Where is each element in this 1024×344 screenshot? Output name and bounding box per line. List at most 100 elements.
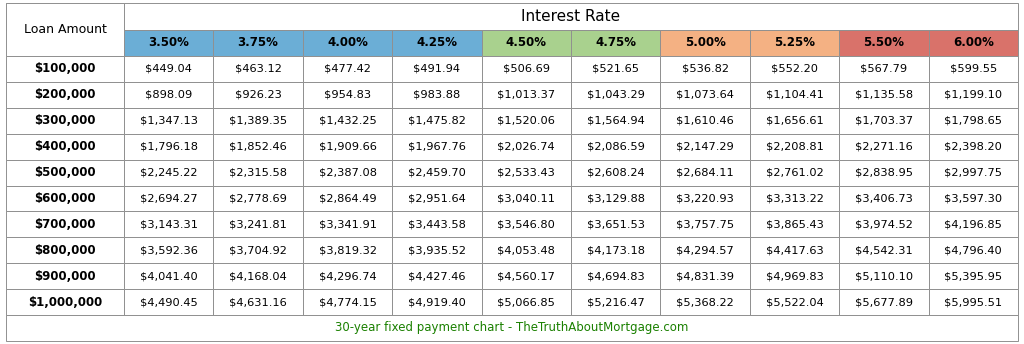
Text: $2,387.08: $2,387.08 xyxy=(318,168,377,178)
Text: $1,852.46: $1,852.46 xyxy=(229,142,287,152)
Text: $2,147.29: $2,147.29 xyxy=(676,142,734,152)
Text: 30-year fixed payment chart - TheTruthAboutMortgage.com: 30-year fixed payment chart - TheTruthAb… xyxy=(335,322,689,334)
Bar xyxy=(124,30,213,56)
Text: $2,271.16: $2,271.16 xyxy=(855,142,912,152)
Bar xyxy=(303,185,392,212)
Bar xyxy=(840,56,929,82)
Text: Loan Amount: Loan Amount xyxy=(24,23,106,36)
Text: 4.25%: 4.25% xyxy=(417,36,458,50)
Bar xyxy=(6,289,124,315)
Bar xyxy=(124,3,1018,30)
Text: $3,592.36: $3,592.36 xyxy=(139,245,198,255)
Text: $477.42: $477.42 xyxy=(324,64,371,74)
Bar xyxy=(481,160,571,185)
Bar xyxy=(392,30,481,56)
Bar xyxy=(303,108,392,134)
Bar xyxy=(571,30,660,56)
Text: $3,241.81: $3,241.81 xyxy=(229,219,287,229)
Text: $4,168.04: $4,168.04 xyxy=(229,271,287,281)
Bar xyxy=(660,56,750,82)
Bar xyxy=(213,212,303,237)
Text: $900,000: $900,000 xyxy=(34,270,96,283)
Bar xyxy=(213,82,303,108)
Bar xyxy=(213,56,303,82)
Bar xyxy=(571,289,660,315)
Bar xyxy=(840,289,929,315)
Bar xyxy=(6,185,124,212)
Text: $449.04: $449.04 xyxy=(145,64,193,74)
Text: $3,341.91: $3,341.91 xyxy=(318,219,377,229)
Text: $100,000: $100,000 xyxy=(34,63,96,75)
Bar xyxy=(6,237,124,263)
Bar xyxy=(303,30,392,56)
Bar xyxy=(929,212,1018,237)
Text: $1,043.29: $1,043.29 xyxy=(587,90,645,100)
Text: $983.88: $983.88 xyxy=(414,90,461,100)
Bar xyxy=(392,56,481,82)
Text: $1,798.65: $1,798.65 xyxy=(944,116,1002,126)
Bar xyxy=(840,30,929,56)
Bar xyxy=(213,30,303,56)
Bar xyxy=(303,56,392,82)
Text: $1,000,000: $1,000,000 xyxy=(28,295,102,309)
Text: $2,761.02: $2,761.02 xyxy=(766,168,823,178)
Text: $1,656.61: $1,656.61 xyxy=(766,116,823,126)
Text: $4,196.85: $4,196.85 xyxy=(944,219,1002,229)
Bar xyxy=(660,160,750,185)
Bar xyxy=(392,108,481,134)
Text: $2,694.27: $2,694.27 xyxy=(140,193,198,203)
Bar xyxy=(481,82,571,108)
Bar xyxy=(481,108,571,134)
Bar xyxy=(660,185,750,212)
Text: $926.23: $926.23 xyxy=(234,90,282,100)
Bar xyxy=(660,237,750,263)
Bar xyxy=(750,160,840,185)
Bar xyxy=(392,263,481,289)
Text: 6.00%: 6.00% xyxy=(953,36,993,50)
Bar xyxy=(303,263,392,289)
Bar xyxy=(929,263,1018,289)
Text: 5.50%: 5.50% xyxy=(863,36,904,50)
Bar xyxy=(303,160,392,185)
Text: $4,294.57: $4,294.57 xyxy=(676,245,734,255)
Text: $500,000: $500,000 xyxy=(34,166,96,179)
Bar xyxy=(124,134,213,160)
Bar xyxy=(660,212,750,237)
Text: $599.55: $599.55 xyxy=(949,64,997,74)
Bar xyxy=(213,263,303,289)
Bar xyxy=(124,289,213,315)
Text: $491.94: $491.94 xyxy=(414,64,461,74)
Bar xyxy=(571,160,660,185)
Text: $3,143.31: $3,143.31 xyxy=(139,219,198,229)
Text: $1,347.13: $1,347.13 xyxy=(139,116,198,126)
Text: $2,459.70: $2,459.70 xyxy=(408,168,466,178)
Text: $2,315.58: $2,315.58 xyxy=(229,168,287,178)
Text: $2,684.11: $2,684.11 xyxy=(676,168,734,178)
Bar xyxy=(213,237,303,263)
Text: $2,026.74: $2,026.74 xyxy=(498,142,555,152)
Bar xyxy=(392,289,481,315)
Bar xyxy=(571,263,660,289)
Text: $4,796.40: $4,796.40 xyxy=(944,245,1002,255)
Bar xyxy=(571,108,660,134)
Bar xyxy=(6,3,124,30)
Bar xyxy=(750,108,840,134)
Bar xyxy=(750,30,840,56)
Text: $2,778.69: $2,778.69 xyxy=(229,193,287,203)
Text: $1,432.25: $1,432.25 xyxy=(318,116,377,126)
Bar xyxy=(303,212,392,237)
Text: $5,066.85: $5,066.85 xyxy=(498,297,555,307)
Text: $4,631.16: $4,631.16 xyxy=(229,297,287,307)
Text: $4,919.40: $4,919.40 xyxy=(408,297,466,307)
Text: Interest Rate: Interest Rate xyxy=(521,9,621,24)
Text: $2,864.49: $2,864.49 xyxy=(318,193,376,203)
Bar xyxy=(481,237,571,263)
Text: $4,694.83: $4,694.83 xyxy=(587,271,644,281)
Bar xyxy=(571,82,660,108)
Text: $1,967.76: $1,967.76 xyxy=(408,142,466,152)
Bar xyxy=(213,134,303,160)
Text: $3,757.75: $3,757.75 xyxy=(676,219,734,229)
Text: $1,199.10: $1,199.10 xyxy=(944,90,1002,100)
Bar xyxy=(840,212,929,237)
Bar xyxy=(840,82,929,108)
